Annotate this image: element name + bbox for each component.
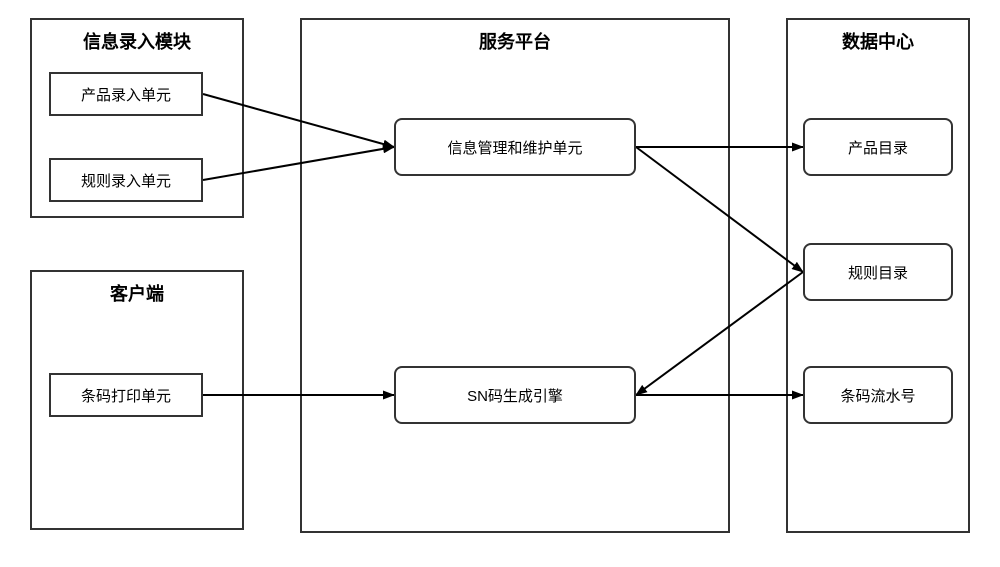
box-barcode-print: 条码打印单元	[49, 373, 203, 417]
box-sn-engine: SN码生成引擎	[394, 366, 636, 424]
box-label: 条码打印单元	[81, 385, 171, 406]
diagram-canvas: 信息录入模块 客户端 服务平台 数据中心 产品录入单元 规则录入单元 条码打印单…	[0, 0, 1000, 567]
box-label: 信息管理和维护单元	[447, 137, 582, 158]
box-rule-catalog: 规则目录	[803, 243, 953, 301]
box-label: 条码流水号	[840, 385, 915, 406]
box-label: 规则录入单元	[81, 170, 171, 191]
box-label: 产品录入单元	[81, 84, 171, 105]
box-label: 产品目录	[848, 137, 908, 158]
box-product-input: 产品录入单元	[49, 72, 203, 116]
group-title-input-module: 信息录入模块	[30, 28, 244, 54]
group-service-platform	[300, 18, 730, 533]
box-product-catalog: 产品目录	[803, 118, 953, 176]
group-title-client: 客户端	[30, 280, 244, 306]
box-rule-input: 规则录入单元	[49, 158, 203, 202]
group-title-service-platform: 服务平台	[300, 28, 730, 54]
box-label: SN码生成引擎	[467, 385, 563, 406]
box-label: 规则目录	[848, 262, 908, 283]
box-barcode-serial: 条码流水号	[803, 366, 953, 424]
box-info-mgmt: 信息管理和维护单元	[394, 118, 636, 176]
group-title-data-center: 数据中心	[786, 28, 970, 54]
